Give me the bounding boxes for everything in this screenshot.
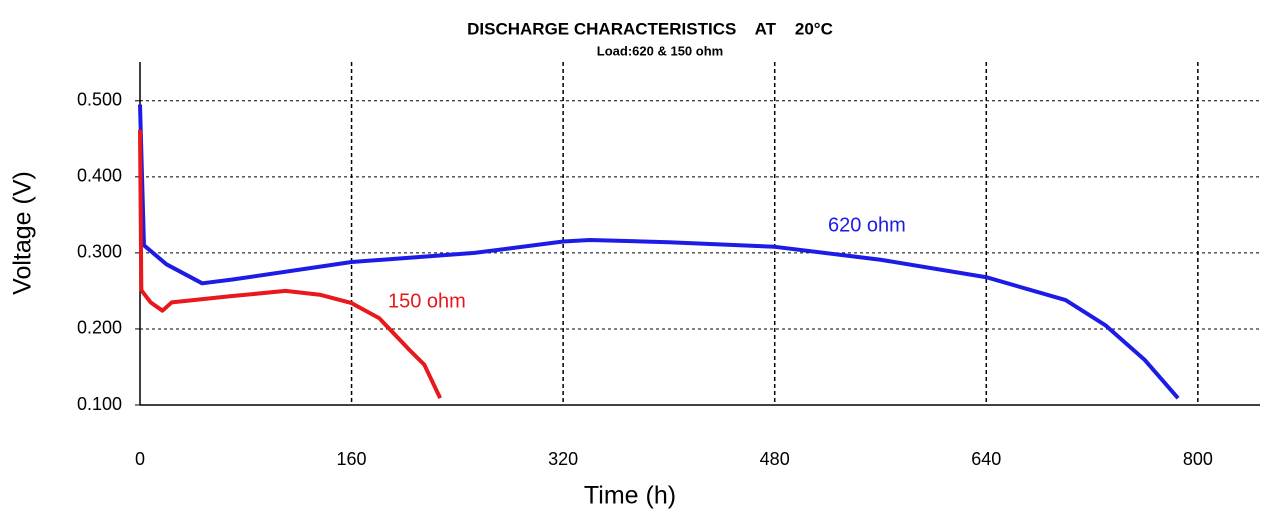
chart-title: DISCHARGE CHARACTERISTICS AT 20°C xyxy=(467,19,833,38)
series-label: 620 ohm xyxy=(828,214,906,236)
series-line xyxy=(138,104,1180,400)
x-tick-label: 160 xyxy=(337,449,367,469)
series-line xyxy=(138,129,442,400)
x-tick-label: 320 xyxy=(548,449,578,469)
y-axis-label: Voltage (V) xyxy=(9,171,37,295)
x-tick-label: 0 xyxy=(135,449,145,469)
x-tick-label: 800 xyxy=(1183,449,1213,469)
x-axis-label: Time (h) xyxy=(584,482,676,510)
y-tick-label: 0.500 xyxy=(77,90,122,110)
y-tick-label: 0.300 xyxy=(77,242,122,262)
x-tick-label: 480 xyxy=(760,449,790,469)
chart-subtitle: Load:620 & 150 ohm xyxy=(597,43,723,58)
y-tick-label: 0.400 xyxy=(77,166,122,186)
y-tick-label: 0.100 xyxy=(77,394,122,414)
series-label: 150 ohm xyxy=(388,290,466,312)
x-tick-label: 640 xyxy=(971,449,1001,469)
y-tick-label: 0.200 xyxy=(77,318,122,338)
